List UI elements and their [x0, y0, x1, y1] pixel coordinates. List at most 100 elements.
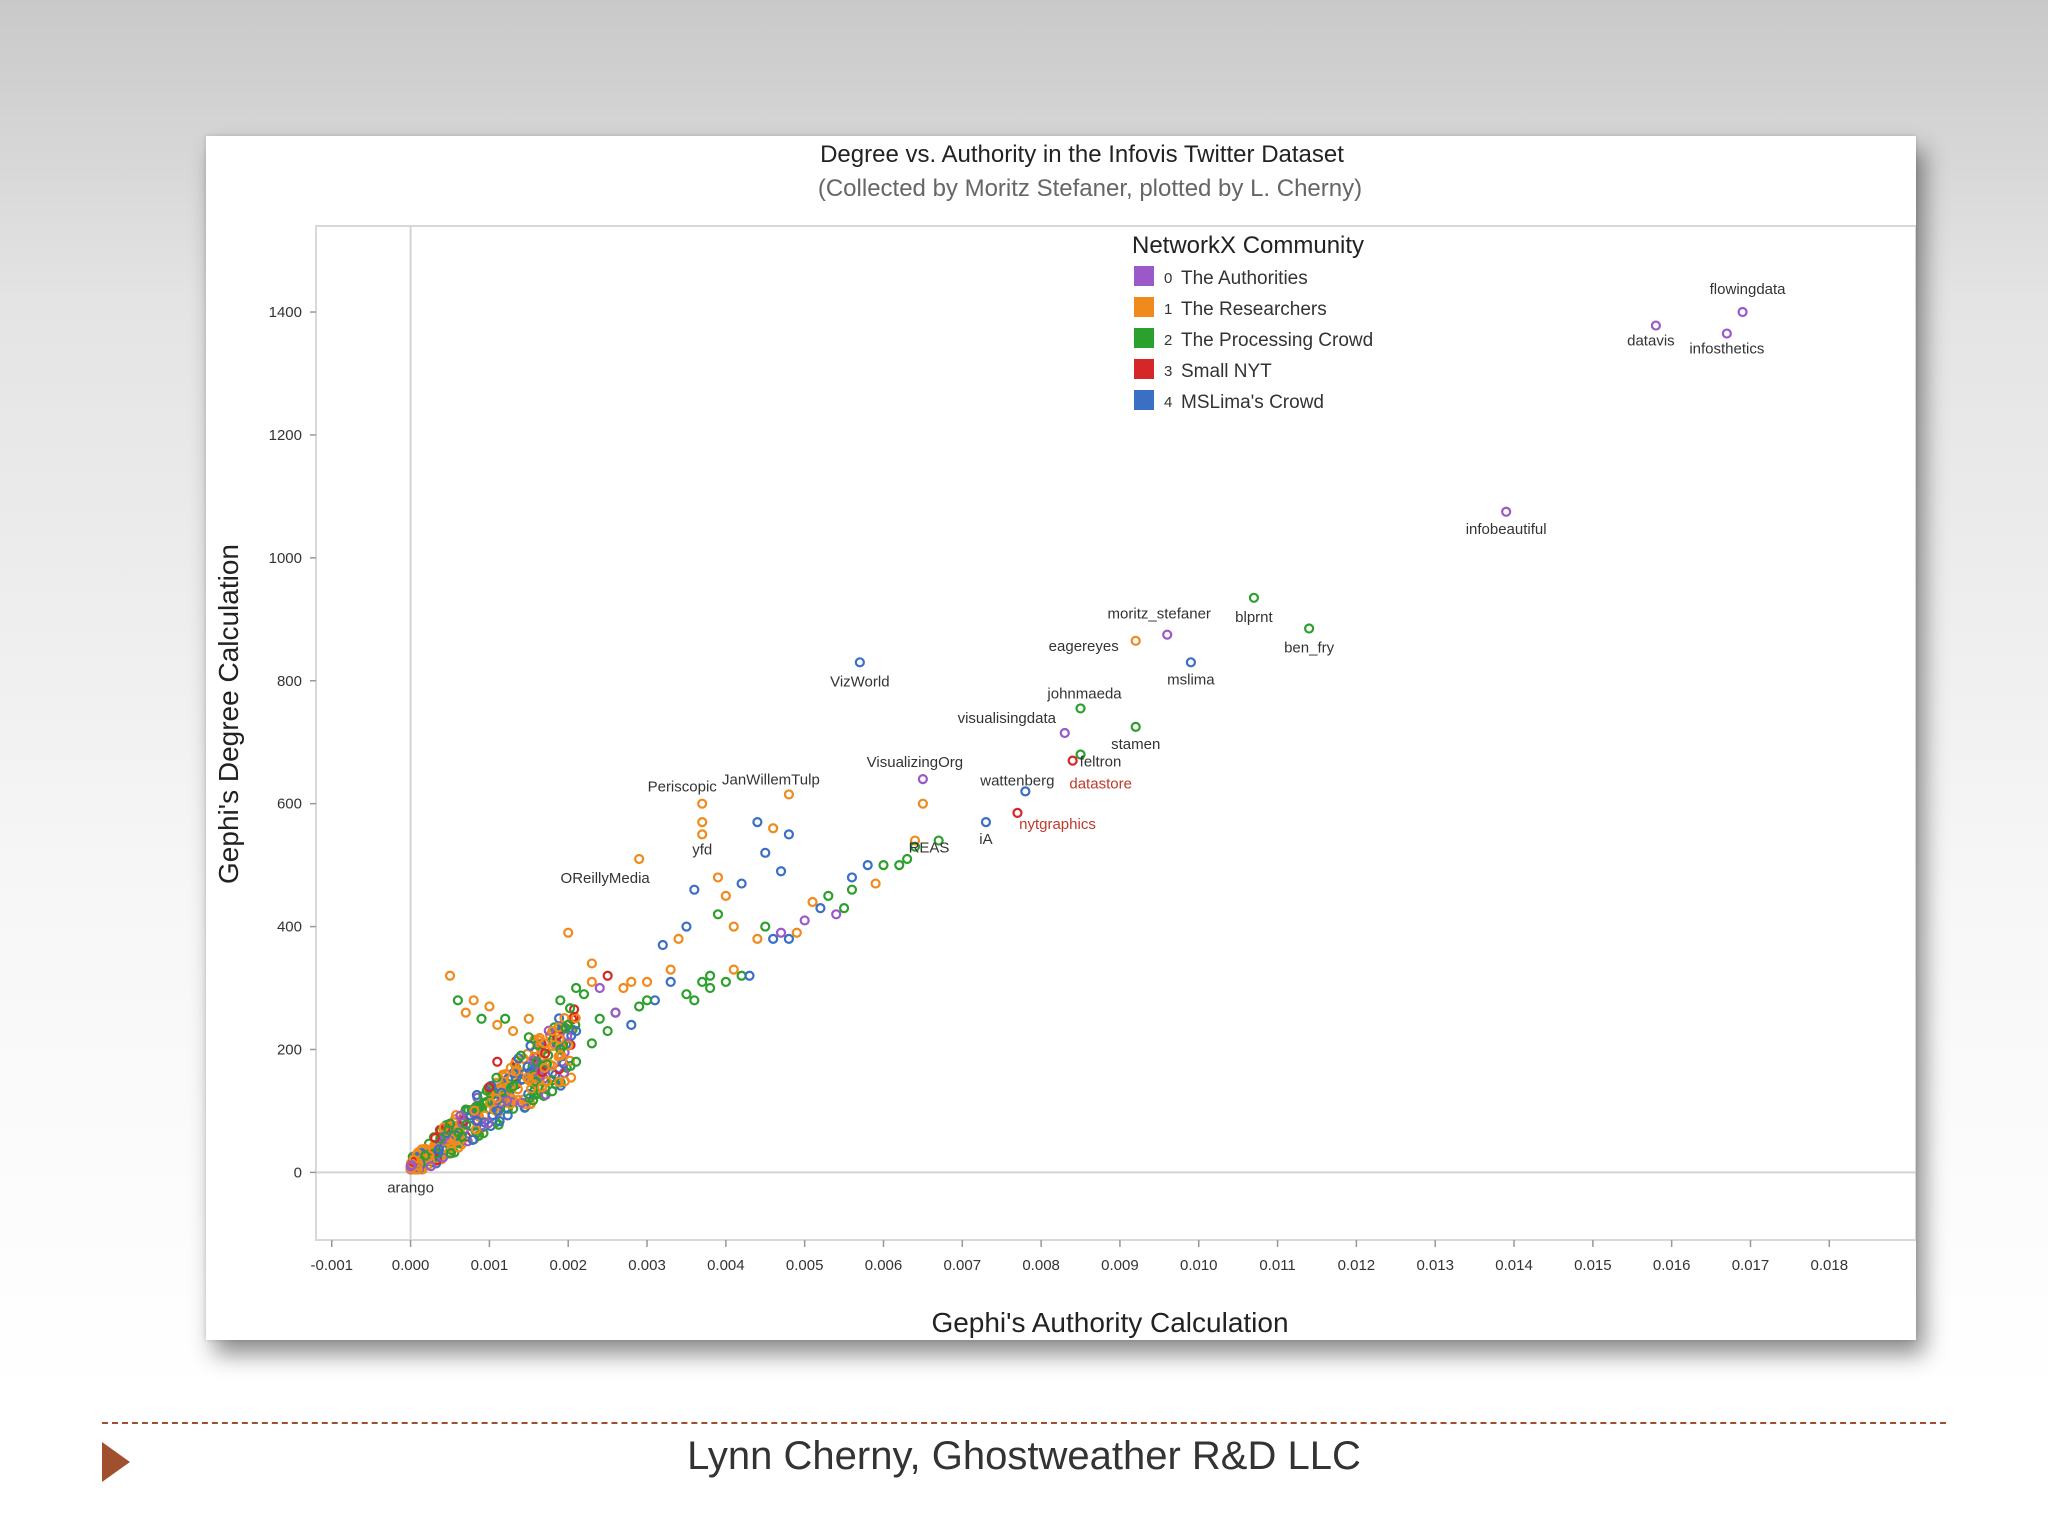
data-point [657, 939, 668, 951]
data-point [467, 1134, 478, 1146]
x-tick-label: 0.013 [1416, 1257, 1454, 1274]
labeled-data-point [1721, 328, 1732, 339]
data-point [783, 933, 795, 944]
point-label: JanWillemTulp [722, 771, 820, 788]
data-point [502, 1110, 513, 1121]
data-point [586, 1038, 597, 1049]
labeled-data-point [634, 853, 645, 865]
legend-swatch-4 [1134, 390, 1154, 410]
data-point [681, 989, 692, 1000]
point-label: feltron [1080, 754, 1122, 771]
data-point [704, 982, 716, 994]
y-tick-label: 800 [277, 673, 302, 690]
labeled-data-point [1650, 320, 1662, 331]
data-point [524, 1092, 535, 1104]
data-point [902, 853, 913, 865]
x-tick-label: 0.004 [707, 1257, 745, 1274]
data-point [492, 1056, 503, 1067]
data-point [602, 970, 613, 981]
data-point [468, 995, 479, 1006]
labeled-data-point [980, 817, 992, 828]
data-point [618, 982, 629, 994]
data-point [510, 1066, 521, 1077]
data-point [634, 1001, 645, 1012]
legend-swatch-3 [1134, 359, 1154, 379]
data-point [862, 860, 873, 871]
data-point [768, 933, 779, 944]
labeled-data-point [854, 657, 865, 668]
data-point [452, 995, 463, 1006]
data-point [492, 1019, 503, 1031]
data-point [553, 1076, 565, 1088]
data-point [894, 860, 905, 871]
footer-credit: Lynn Cherny, Ghostweather R&D LLC [687, 1434, 1361, 1478]
data-point [610, 1007, 621, 1018]
data-point [933, 835, 944, 846]
labeled-data-point [1130, 635, 1141, 646]
labeled-data-point [909, 841, 921, 852]
point-label: infosthetics [1689, 341, 1764, 358]
labeled-data-point [1012, 807, 1023, 818]
point-label: VisualizingOrg [867, 754, 963, 771]
data-point [704, 970, 716, 981]
labeled-data-point [1130, 721, 1141, 732]
data-point [433, 1144, 445, 1155]
data-point [594, 1013, 605, 1024]
data-point [455, 1110, 466, 1121]
data-point [578, 989, 590, 1000]
data-point [831, 909, 842, 920]
point-label: flowingdata [1710, 281, 1787, 298]
chart-subtitle: (Collected by Moritz Stefaner, plotted b… [818, 175, 1362, 202]
data-point [559, 1076, 570, 1087]
point-label: eagereyes [1049, 638, 1119, 655]
labeled-data-point [1020, 786, 1031, 797]
y-tick-label: 200 [277, 1041, 302, 1058]
data-point [539, 1062, 550, 1074]
data-point [554, 1033, 565, 1044]
data-point [444, 970, 456, 981]
data-point [846, 884, 858, 895]
data-point [728, 964, 739, 975]
legend-prefix-3: 3 [1164, 363, 1172, 380]
point-label: stamen [1111, 736, 1160, 753]
y-tick-label: 400 [277, 919, 302, 936]
data-point [429, 1132, 441, 1143]
data-point [799, 915, 810, 926]
labeled-data-point [1501, 506, 1512, 517]
legend-prefix-2: 2 [1164, 332, 1172, 349]
legend-prefix-1: 1 [1164, 301, 1172, 318]
point-label: datavis [1627, 333, 1675, 350]
chart-card: Degree vs. Authority in the Infovis Twit… [206, 136, 1916, 1340]
point-label: wattenberg [979, 772, 1054, 789]
x-tick-label: 0.001 [471, 1257, 509, 1274]
x-tick-label: 0.007 [944, 1257, 982, 1274]
labeled-data-point [783, 789, 795, 800]
labeled-data-point [1075, 749, 1086, 760]
point-label: infobeautiful [1466, 521, 1547, 538]
data-point [484, 1082, 495, 1093]
data-point [838, 903, 850, 914]
data-point [570, 1056, 582, 1067]
data-point [492, 1105, 504, 1116]
y-axis-ticks: 0 200 400 600 800 1000 1200 1400 [269, 304, 316, 1181]
data-point [570, 1025, 582, 1037]
data-point [537, 1082, 548, 1093]
x-tick-label: 0.016 [1653, 1257, 1691, 1274]
data-point [720, 976, 731, 987]
legend-label-0: The Authorities [1181, 268, 1308, 289]
data-point [665, 976, 676, 987]
legend-title: NetworkX Community [1132, 232, 1364, 259]
legend-prefix-0: 0 [1164, 270, 1172, 287]
footer-divider [102, 1422, 1946, 1424]
data-point [564, 1055, 575, 1066]
data-point [443, 1124, 454, 1135]
data-point [483, 1118, 494, 1129]
x-tick-label: 0.009 [1101, 1257, 1139, 1274]
data-point [540, 1048, 551, 1059]
data-point [523, 1013, 534, 1024]
y-tick-label: 1000 [269, 550, 302, 567]
data-point [531, 1056, 542, 1067]
legend-swatch-1 [1134, 297, 1154, 317]
data-point [471, 1089, 482, 1101]
point-label: Periscopic [648, 779, 718, 796]
